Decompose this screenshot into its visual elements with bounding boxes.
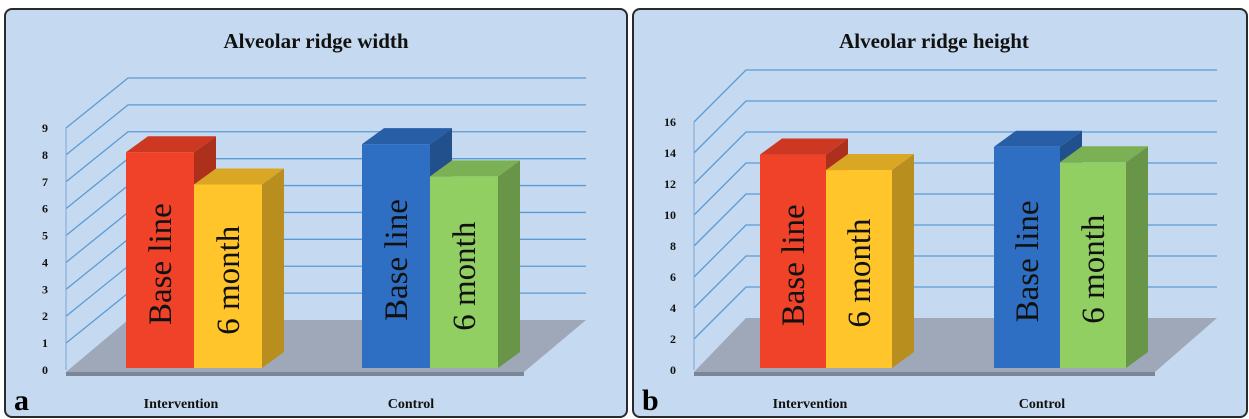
chart-svg-a: Alveolar ridge width a 0 1 2 3 4 5 6 7 8 9 Base l… bbox=[14, 29, 586, 416]
bar: 6 month bbox=[826, 154, 914, 368]
gridline bbox=[693, 100, 1217, 154]
y-tick-label: 0 bbox=[42, 363, 48, 377]
y-tick-label: 1 bbox=[42, 336, 48, 350]
chart-panel-a: Alveolar ridge width a 0 1 2 3 4 5 6 7 8 9 Base l… bbox=[4, 8, 628, 418]
bar-label: 6 month bbox=[1076, 214, 1112, 324]
floor-edge bbox=[66, 372, 524, 376]
bar: 6 month bbox=[430, 160, 520, 368]
y-tick-label: 6 bbox=[670, 270, 676, 284]
x-category-label: Intervention bbox=[144, 397, 219, 412]
y-tick-label: 5 bbox=[42, 229, 48, 243]
gridline bbox=[65, 77, 586, 129]
bar-label: 6 month bbox=[842, 218, 878, 328]
bar-label: 6 month bbox=[447, 221, 483, 331]
y-tick-label: 0 bbox=[670, 363, 676, 377]
x-axis: Intervention Control bbox=[144, 397, 435, 412]
chart-title: Alveolar ridge height bbox=[839, 29, 1029, 53]
bar: 6 month bbox=[1060, 146, 1148, 368]
y-tick-label: 9 bbox=[42, 121, 48, 135]
bar-side bbox=[262, 168, 284, 368]
bar-front bbox=[826, 170, 892, 368]
x-category-label: Control bbox=[1019, 397, 1066, 412]
bar-label: Base line bbox=[776, 204, 812, 326]
bar-top bbox=[126, 136, 216, 153]
bar-top bbox=[1060, 146, 1148, 163]
bars: Base line 6 month Base line 6 month bbox=[760, 130, 1148, 368]
bar-front bbox=[126, 152, 194, 368]
bar-label: Base line bbox=[379, 199, 415, 321]
y-tick-label: 6 bbox=[42, 202, 48, 216]
x-axis: Intervention Control bbox=[773, 397, 1066, 412]
bar: 6 month bbox=[194, 168, 284, 368]
bar-label: Base line bbox=[143, 203, 179, 325]
chart-title: Alveolar ridge width bbox=[223, 29, 408, 53]
bars: Base line 6 month Base line 6 month bbox=[126, 128, 520, 368]
bar-label: 6 month bbox=[211, 225, 247, 335]
y-axis: 0 2 4 6 8 10 12 14 16 bbox=[664, 115, 676, 377]
y-tick-label: 4 bbox=[42, 255, 48, 269]
bar-front bbox=[1060, 162, 1126, 368]
x-category-label: Control bbox=[388, 397, 435, 412]
bar-front bbox=[760, 154, 826, 368]
y-tick-label: 12 bbox=[664, 177, 676, 191]
bar-front bbox=[362, 144, 430, 368]
y-tick-label: 2 bbox=[670, 332, 676, 346]
bar-top bbox=[760, 138, 848, 155]
y-tick-label: 7 bbox=[42, 175, 48, 189]
bar-front bbox=[994, 146, 1060, 368]
bar-front bbox=[430, 176, 498, 368]
y-axis: 0 1 2 3 4 5 6 7 8 9 bbox=[42, 121, 48, 377]
y-tick-label: 8 bbox=[42, 148, 48, 162]
gridline bbox=[65, 104, 586, 156]
bar-top bbox=[430, 160, 520, 177]
chart-svg-b: Alveolar ridge height b 0 2 4 6 8 10 12 14 16 Ba… bbox=[642, 29, 1217, 416]
gridline bbox=[693, 69, 1217, 123]
x-category-label: Intervention bbox=[773, 397, 848, 412]
y-tick-label: 2 bbox=[42, 309, 48, 323]
y-tick-label: 4 bbox=[670, 301, 676, 315]
y-tick-label: 8 bbox=[670, 239, 676, 253]
bar-side bbox=[1126, 146, 1148, 368]
bar-top bbox=[194, 168, 284, 185]
y-tick-label: 3 bbox=[42, 282, 48, 296]
panel-label: b bbox=[642, 384, 659, 416]
bar-top bbox=[362, 128, 452, 145]
panel-label: a bbox=[14, 384, 29, 416]
floor-edge bbox=[694, 372, 1155, 376]
y-tick-label: 14 bbox=[664, 146, 676, 160]
y-tick-label: 16 bbox=[664, 115, 676, 129]
chart-panel-b: Alveolar ridge height b 0 2 4 6 8 10 12 14 16 Ba… bbox=[632, 8, 1248, 418]
bar-front bbox=[194, 184, 262, 368]
bar-top bbox=[826, 154, 914, 171]
y-tick-label: 10 bbox=[664, 208, 676, 222]
bar-side bbox=[498, 160, 520, 368]
bar-label: Base line bbox=[1010, 200, 1046, 322]
bar-side bbox=[892, 154, 914, 368]
bar-top bbox=[994, 130, 1082, 147]
